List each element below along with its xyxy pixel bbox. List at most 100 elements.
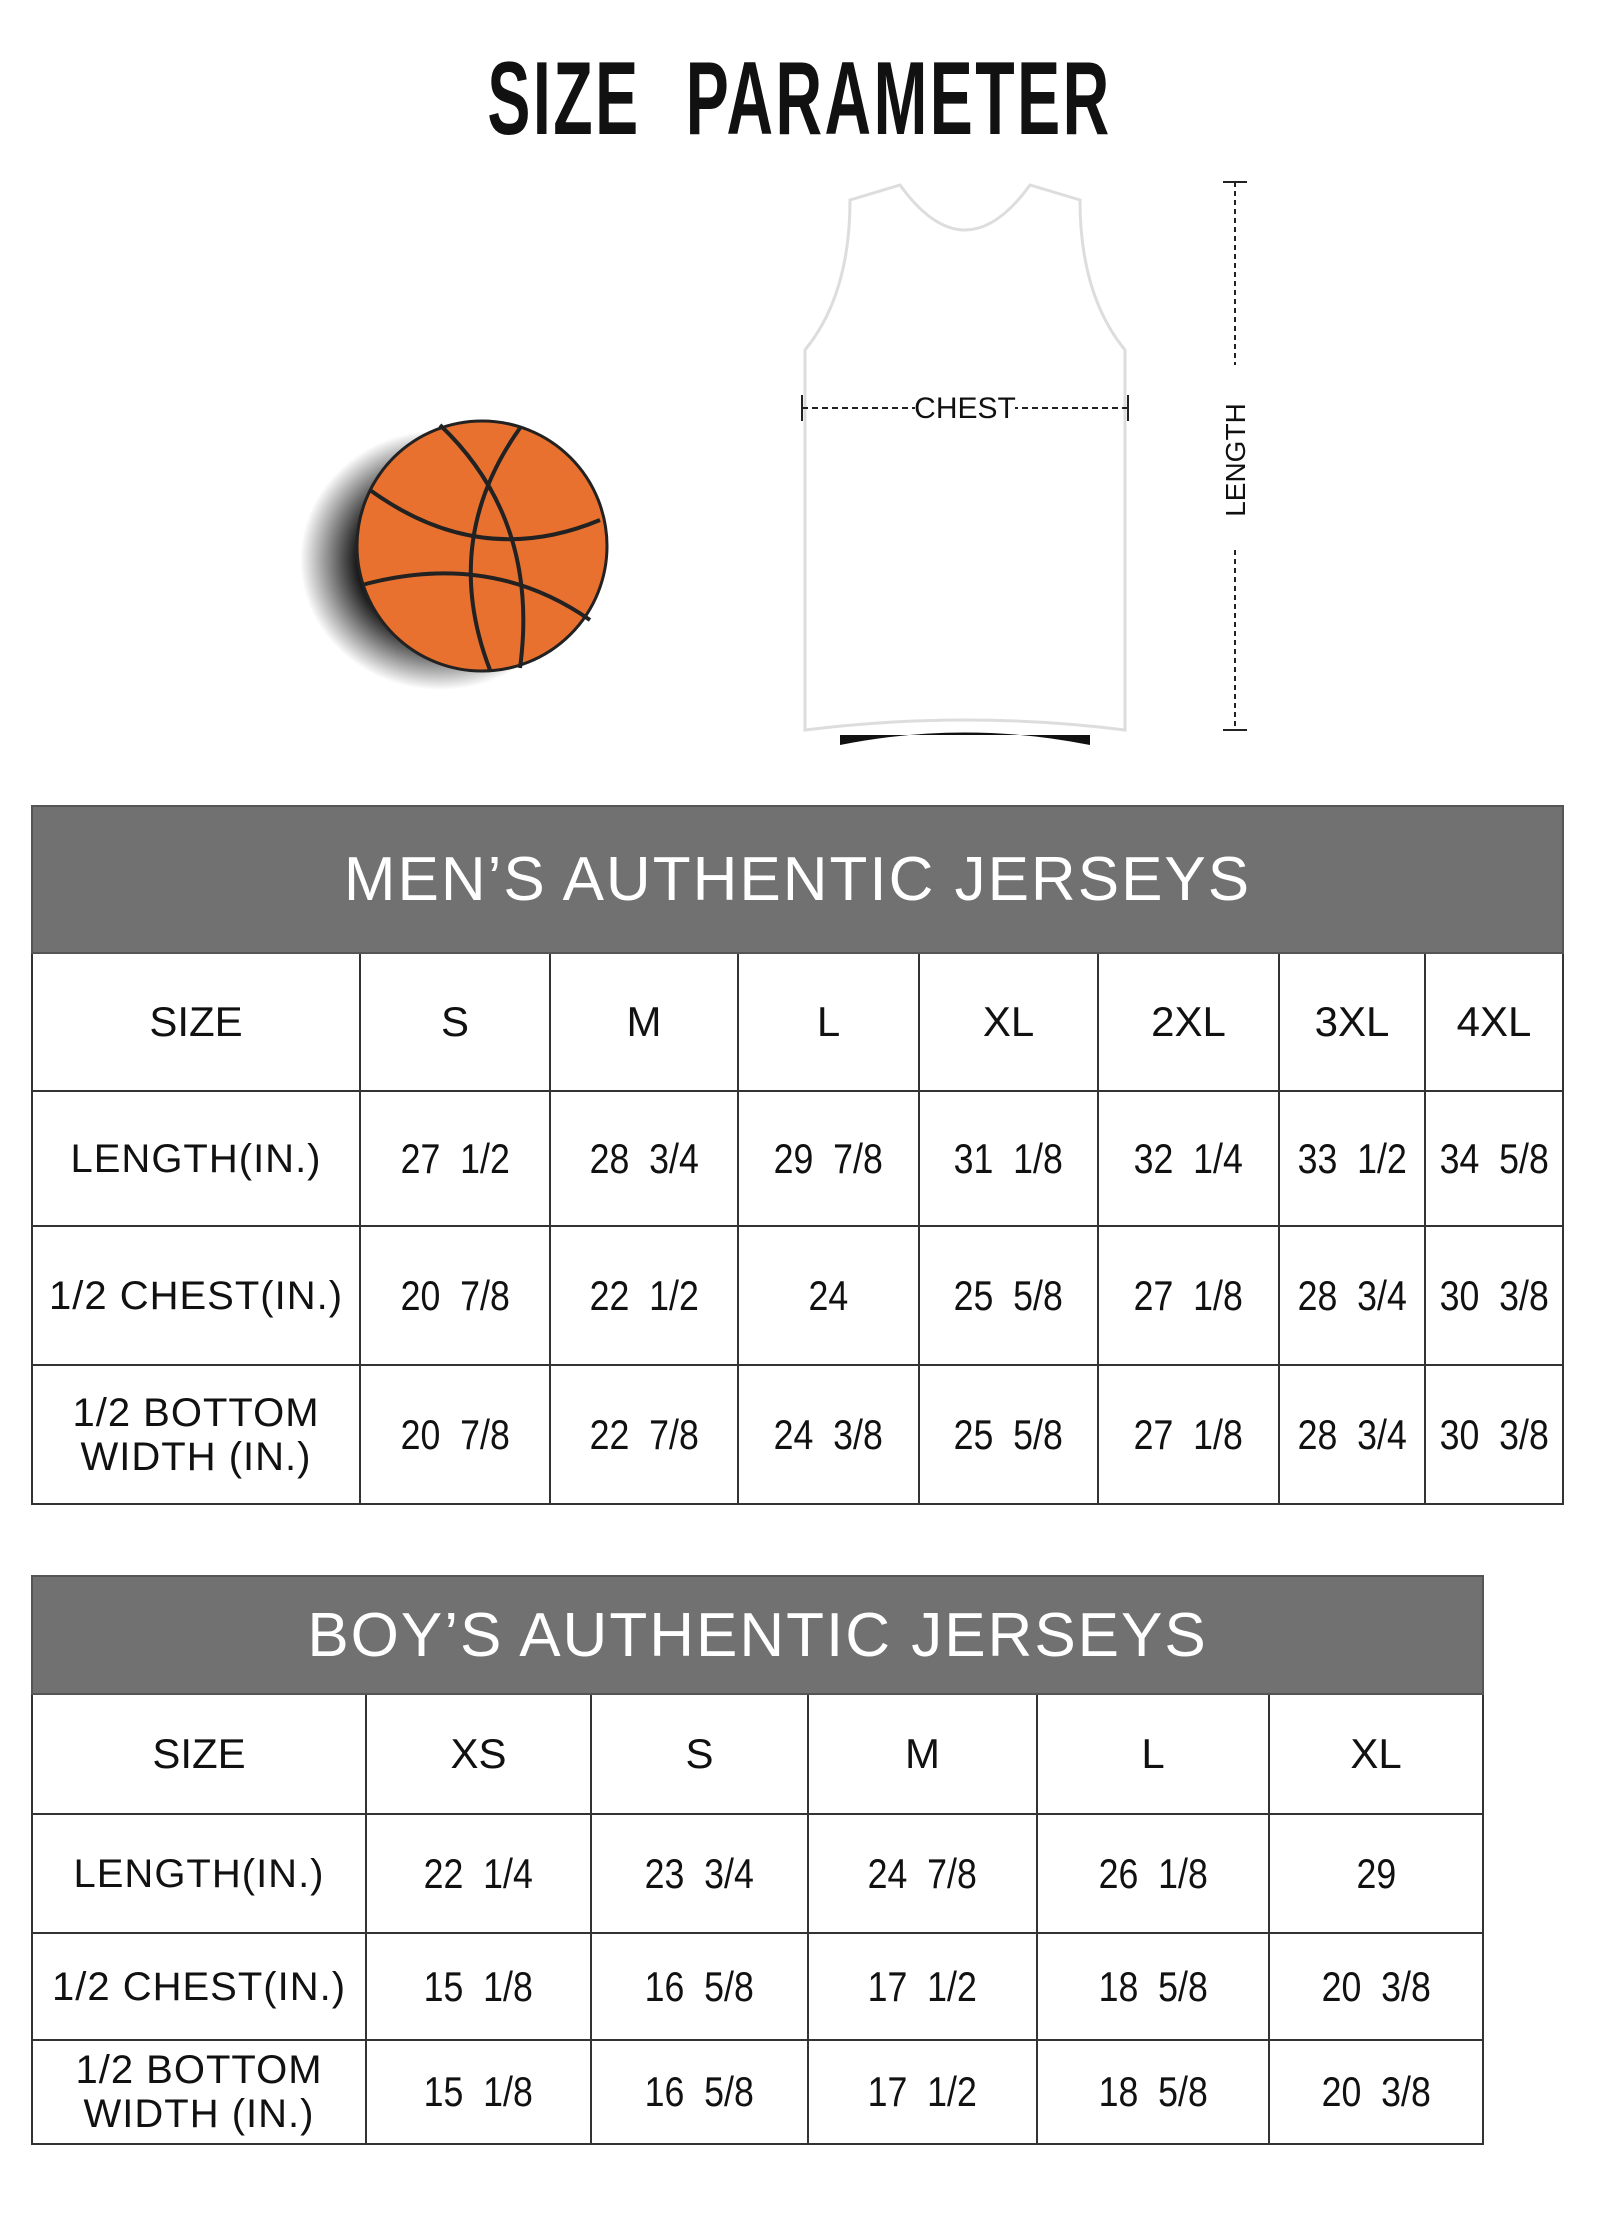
row-label: 1/2 BOTTOM WIDTH (IN.) — [31, 2039, 367, 2145]
cell-value: 22 1/2 — [589, 1271, 699, 1319]
cell-value: 34 5/8 — [1439, 1134, 1549, 1182]
cell-value: 24 3/8 — [773, 1410, 884, 1458]
cell-value: 15 1/8 — [423, 1962, 534, 2010]
size-column-header: L — [737, 952, 920, 1092]
table-cell: 28 3/4 — [1278, 1364, 1426, 1505]
cell-value: 20 7/8 — [400, 1271, 510, 1319]
table-cell: 32 1/4 — [1097, 1090, 1280, 1227]
row-label: 1/2 BOTTOM WIDTH (IN.) — [31, 1364, 361, 1505]
cell-value: 28 3/4 — [1297, 1410, 1407, 1458]
table-cell: 27 1/8 — [1097, 1364, 1280, 1505]
cell-value: 24 7/8 — [867, 1849, 978, 1897]
row-label: LENGTH(IN.) — [31, 1090, 361, 1227]
table-cell: 30 3/8 — [1424, 1225, 1564, 1366]
header-label: L — [816, 998, 841, 1045]
table-row: 1/2 BOTTOM WIDTH (IN.) 20 7/8 22 7/8 24 3/8… — [31, 1364, 1564, 1505]
table-cell: 29 7/8 — [737, 1090, 920, 1227]
cell-value: 16 5/8 — [644, 1962, 755, 2010]
header-label: L — [1141, 1730, 1165, 1777]
size-column-header: 2XL — [1097, 952, 1280, 1092]
cell-value: 33 1/2 — [1297, 1134, 1407, 1182]
table-cell: 24 — [737, 1225, 920, 1366]
cell-value: 20 3/8 — [1321, 2068, 1431, 2115]
cell-value: 20 3/8 — [1321, 1962, 1431, 2010]
table-cell: 15 1/8 — [365, 2039, 592, 2145]
table-cell: 16 5/8 — [590, 2039, 809, 2145]
table-cell: 22 1/4 — [365, 1813, 592, 1934]
table-cell: 30 3/8 — [1424, 1364, 1564, 1505]
table-cell: 22 1/2 — [549, 1225, 739, 1366]
table-cell: 26 1/8 — [1036, 1813, 1270, 1934]
table-cell: 24 7/8 — [807, 1813, 1038, 1934]
cell-value: 27 1/8 — [1133, 1410, 1244, 1458]
cell-value: 28 3/4 — [1297, 1271, 1407, 1319]
table-cell: 20 3/8 — [1267, 1932, 1485, 2041]
table-cell: 33 1/2 — [1278, 1090, 1426, 1227]
table-cell: 23 3/4 — [590, 1813, 809, 1934]
table-cell: 18 5/8 — [1036, 1932, 1270, 2041]
table-row: 1/2 CHEST(IN.) 20 7/8 22 1/2 24 25 5/8 27 1/8… — [31, 1225, 1564, 1366]
cell-value: 26 1/8 — [1098, 1849, 1208, 1897]
table-cell: 25 5/8 — [918, 1225, 1099, 1366]
size-column-header: S — [590, 1693, 809, 1815]
cell-value: 30 3/8 — [1439, 1410, 1549, 1458]
cell-value: 32 1/4 — [1133, 1134, 1244, 1182]
size-header: SIZE — [31, 952, 361, 1092]
page-title: SIZE PARAMETER — [487, 41, 1113, 157]
header-label: 4XL — [1456, 998, 1532, 1045]
table-row: 1/2 BOTTOM WIDTH (IN.) 15 1/8 16 5/8 17 1/2… — [31, 2039, 1485, 2145]
cell-value: 16 5/8 — [644, 2068, 755, 2115]
cell-value: 24 — [808, 1271, 849, 1319]
cell-value: 20 7/8 — [400, 1410, 510, 1458]
basketball-icon — [300, 419, 609, 690]
table-cell: 25 5/8 — [918, 1364, 1099, 1505]
cell-value: 15 1/8 — [423, 2068, 534, 2115]
jersey-illustration: CHEST — [801, 183, 1129, 745]
size-column-header: S — [359, 952, 551, 1092]
cell-value: 25 5/8 — [953, 1410, 1064, 1458]
table-cell: 28 3/4 — [1278, 1225, 1426, 1366]
size-column-header: XL — [918, 952, 1099, 1092]
chest-label: CHEST — [914, 392, 1016, 425]
table-cell: 31 1/8 — [918, 1090, 1099, 1227]
table-cell: 34 5/8 — [1424, 1090, 1564, 1227]
size-column-header: M — [807, 1693, 1038, 1815]
mens-table-title: MEN’S AUTHENTIC JERSEYS — [31, 805, 1564, 954]
table-cell: 29 — [1267, 1813, 1485, 1934]
length-label: LENGTH — [1220, 403, 1251, 517]
header-label: XS — [450, 1730, 507, 1777]
cell-value: 29 — [1356, 1849, 1396, 1897]
header-label: 2XL — [1151, 998, 1226, 1045]
size-column-header: XL — [1267, 1693, 1485, 1815]
mens-size-table: MEN’S AUTHENTIC JERSEYS SIZE S M L XL 2XL 3XL 4… — [31, 805, 1564, 1505]
cell-value: 23 3/4 — [644, 1849, 755, 1897]
cell-value: 18 5/8 — [1098, 2068, 1208, 2115]
row-label: LENGTH(IN.) — [31, 1813, 367, 1934]
table-row: LENGTH(IN.) 27 1/2 28 3/4 29 7/8 31 1/8 32 1/… — [31, 1090, 1564, 1227]
size-column-header: M — [549, 952, 739, 1092]
cell-value: 27 1/8 — [1133, 1271, 1244, 1319]
cell-value: 29 7/8 — [773, 1134, 884, 1182]
table-cell: 20 7/8 — [359, 1225, 551, 1366]
table-cell: 20 7/8 — [359, 1364, 551, 1505]
table-row: SIZE S M L XL 2XL 3XL 4XL — [31, 952, 1564, 1092]
table-cell: 24 3/8 — [737, 1364, 920, 1505]
table-cell: 16 5/8 — [590, 1932, 809, 2041]
header-label: M — [626, 998, 662, 1045]
boys-size-table: BOY’S AUTHENTIC JERSEYS SIZE XS S M L XL LENG… — [30, 1575, 1485, 2145]
header-label: XL — [1350, 1730, 1402, 1777]
table-row: 1/2 CHEST(IN.) 15 1/8 16 5/8 17 1/2 18 5/8 20… — [31, 1932, 1485, 2041]
header-label: SIZE — [149, 998, 243, 1045]
table-cell: 22 7/8 — [549, 1364, 739, 1505]
size-column-header: 4XL — [1424, 952, 1564, 1092]
size-column-header: 3XL — [1278, 952, 1426, 1092]
size-header: SIZE — [31, 1693, 367, 1815]
table-cell: 28 3/4 — [549, 1090, 739, 1227]
row-label-text: 1/2 BOTTOM WIDTH (IN.) — [75, 2048, 323, 2136]
row-label: 1/2 CHEST(IN.) — [31, 1932, 367, 2041]
cell-value: 31 1/8 — [953, 1134, 1064, 1182]
table-cell: 17 1/2 — [807, 1932, 1038, 2041]
header-label: S — [685, 1730, 714, 1777]
row-label-text: 1/2 CHEST(IN.) — [48, 1273, 344, 1318]
row-label-text: LENGTH(IN.) — [73, 1851, 325, 1896]
